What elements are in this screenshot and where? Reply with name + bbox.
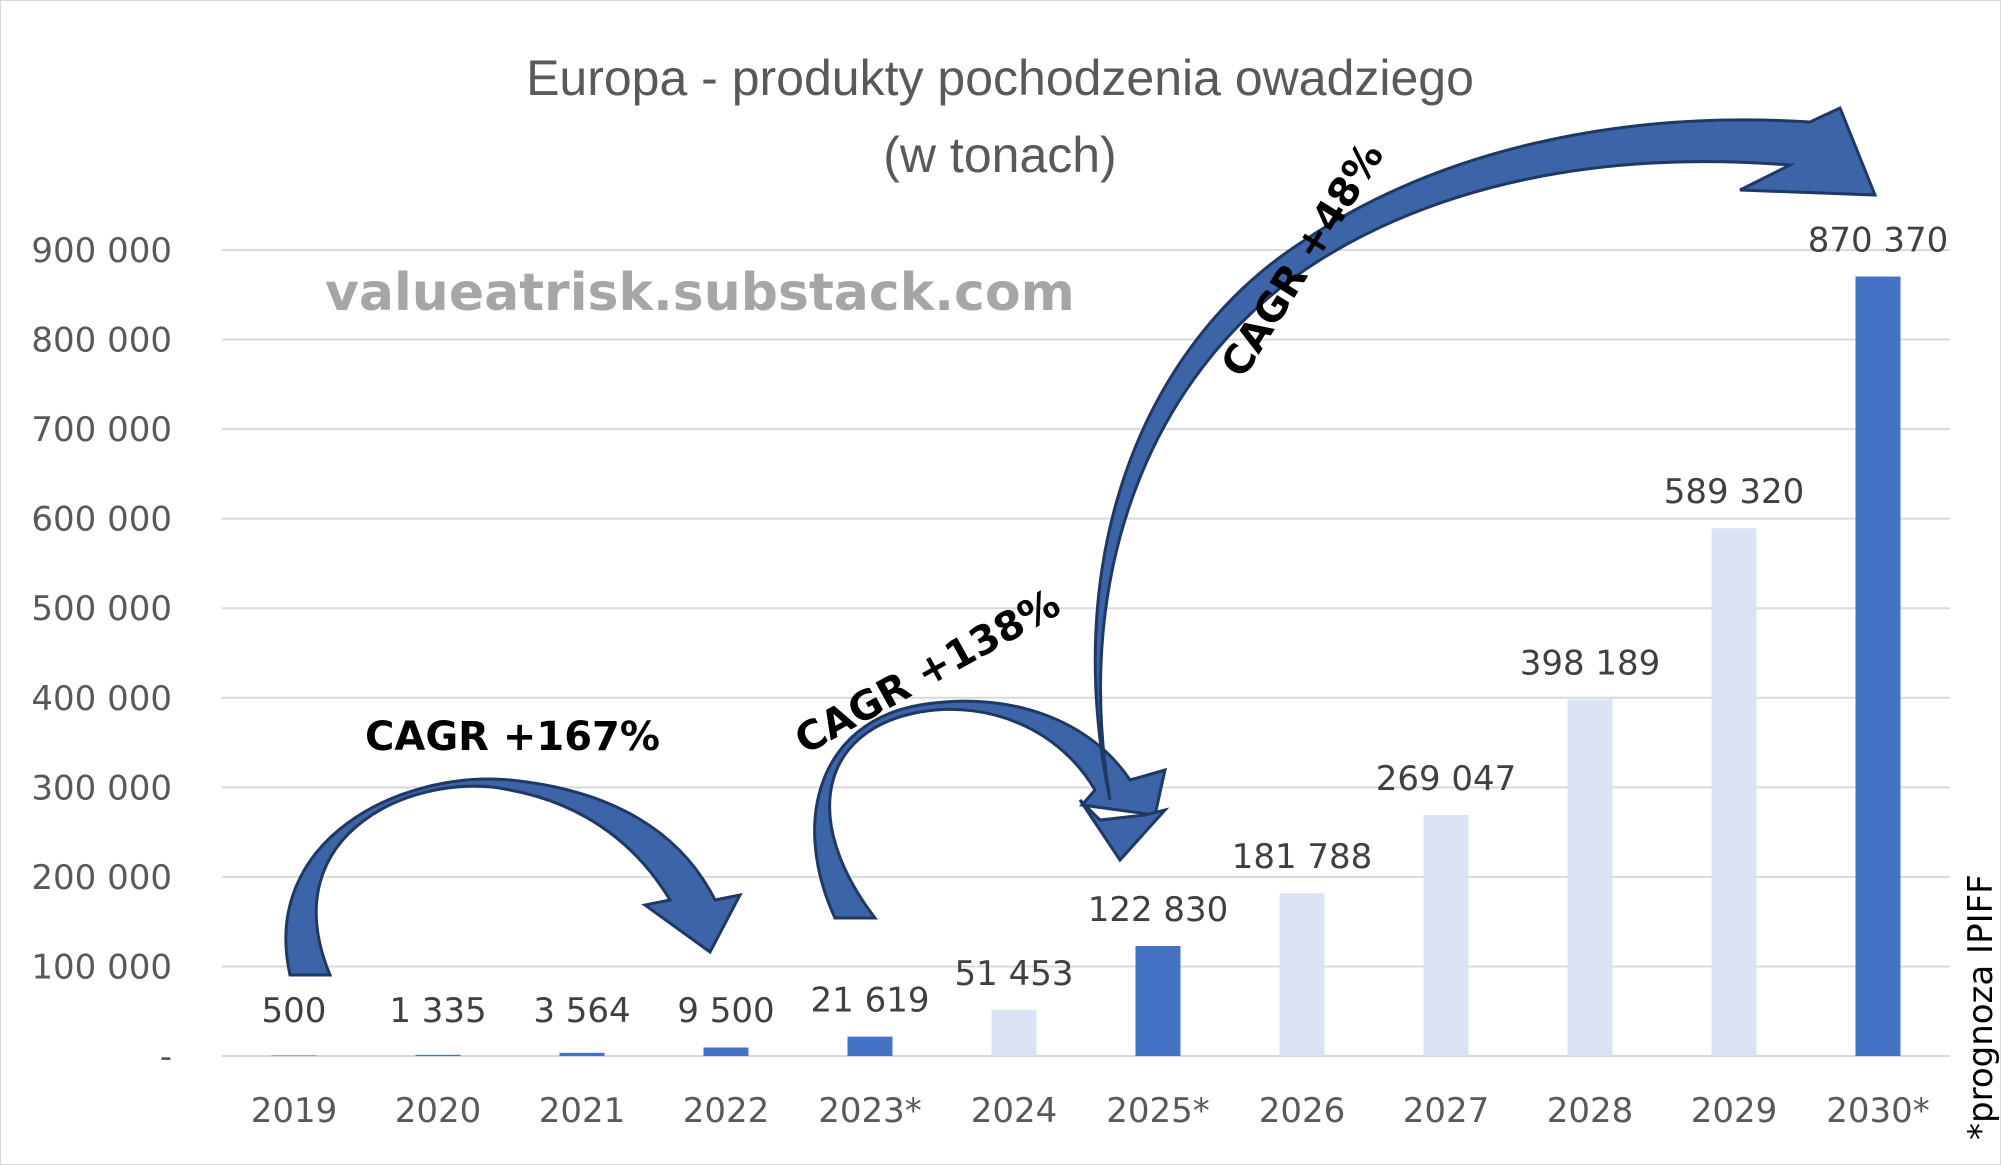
x-tick-label: 2029 [1691,1091,1778,1131]
x-tick-label: 2020 [395,1091,482,1131]
data-label: 9 500 [677,991,774,1031]
bar [1279,893,1325,1056]
y-tick-label: 800 000 [31,321,172,361]
data-label: 870 370 [1808,221,1949,261]
y-tick-label: 500 000 [31,589,172,629]
bar [415,1054,461,1056]
x-tick-label: 2025* [1106,1091,1210,1131]
data-label: 21 619 [811,981,930,1021]
cagr-arrow-3-head [1078,798,1170,863]
data-label: 500 [262,991,327,1031]
cagr-arrow-2 [813,699,1168,920]
y-tick-label: - [160,1037,172,1077]
bar [847,1036,893,1056]
x-tick-label: 2030* [1826,1091,1930,1131]
y-tick-label: 600 000 [31,500,172,540]
y-axis-ticks: - 100 000 200 000 300 000 400 000 500 000 600 … [31,231,172,1077]
x-tick-label: 2028 [1547,1091,1634,1131]
x-tick-label: 2024 [971,1091,1058,1131]
bar [991,1009,1037,1056]
bar [559,1052,605,1056]
x-tick-label: 2026 [1259,1091,1346,1131]
bar [1423,815,1469,1056]
bars [271,276,1901,1057]
data-label: 1 335 [389,991,486,1031]
x-tick-label: 2019 [251,1091,338,1131]
x-axis-ticks: 2019 2020 2021 2022 2023* 2024 2025* 2026 2027 20… [251,1091,1930,1131]
cagr-arrow-3 [1093,105,1878,801]
y-tick-label: 200 000 [31,858,172,898]
y-tick-label: 300 000 [31,768,172,808]
cagr-label-1: CAGR +167% [365,714,660,760]
chart-subtitle: (w tonach) [883,127,1116,183]
y-tick-label: 700 000 [31,410,172,450]
gridlines [222,249,1950,1057]
forecast-note: *prognoza IPIFF [1961,874,2001,1140]
data-labels: 500 1 335 3 564 9 500 21 619 51 453 122 830181… [262,221,1949,1031]
data-label: 589 320 [1664,472,1805,512]
bar [1135,945,1181,1056]
data-label: 269 047 [1376,759,1517,799]
y-tick-label: 400 000 [31,679,172,719]
data-label: 51 453 [955,954,1074,994]
data-label: 122 830 [1088,890,1229,930]
data-label: 3 564 [533,991,630,1031]
y-tick-label: 900 000 [31,231,172,271]
y-tick-label: 100 000 [31,947,172,987]
chart-title: Europa - produkty pochodzenia owadziego [526,50,1474,106]
data-label: 398 189 [1520,643,1661,683]
bar [1711,528,1757,1056]
cagr-arrow-1 [284,777,743,977]
x-tick-label: 2022 [683,1091,770,1131]
bar [1855,276,1901,1057]
data-label: 181 788 [1232,837,1373,877]
bar [703,1047,749,1056]
cagr-label-3: CAGR +48% [1212,134,1393,385]
watermark-text: valueatrisk.substack.com [325,263,1075,323]
x-tick-label: 2023* [818,1091,922,1131]
x-tick-label: 2027 [1403,1091,1490,1131]
bar [1567,699,1613,1056]
x-tick-label: 2021 [539,1091,626,1131]
